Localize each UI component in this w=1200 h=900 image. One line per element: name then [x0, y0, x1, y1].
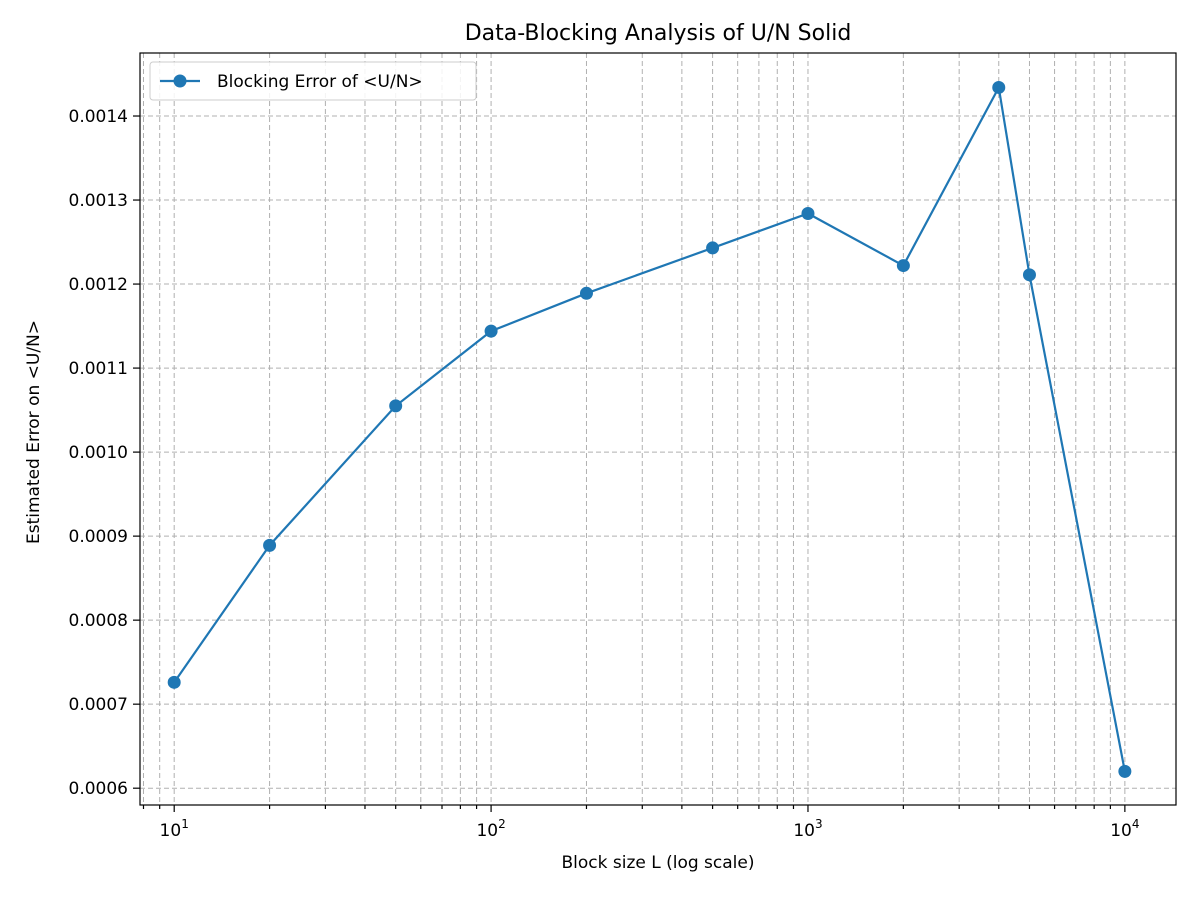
- y-tick-label: 0.0008: [69, 611, 128, 631]
- data-point: [484, 324, 498, 338]
- data-point: [896, 259, 910, 273]
- series-layer: [167, 80, 1132, 778]
- data-point: [1118, 764, 1132, 778]
- data-point: [706, 241, 720, 255]
- data-point: [389, 399, 403, 413]
- y-tick-label: 0.0007: [69, 695, 128, 715]
- y-tick-label: 0.0006: [69, 779, 128, 799]
- data-point: [992, 80, 1006, 94]
- legend-label: Blocking Error of <U/N>: [217, 72, 423, 92]
- y-tick-label: 0.0013: [69, 191, 128, 211]
- y-axis-label: Estimated Error on <U/N>: [24, 320, 44, 544]
- tick-layer: 101 102 103 104 0.0006 0.0007 0.0008 0.0009 0.00…: [69, 107, 1140, 841]
- chart-title: Data-Blocking Analysis of U/N Solid: [465, 21, 852, 46]
- x-tick-label: 101: [160, 817, 189, 841]
- y-tick-label: 0.0010: [69, 443, 128, 463]
- legend-marker-swatch: [173, 74, 187, 88]
- data-point: [263, 538, 277, 552]
- legend-box: [149, 61, 477, 101]
- x-axis-label: Block size L (log scale): [561, 853, 754, 873]
- x-tick-label: 103: [793, 817, 822, 841]
- data-point: [579, 286, 593, 300]
- y-tick-label: 0.0009: [69, 527, 128, 547]
- y-tick-label: 0.0012: [69, 275, 128, 295]
- legend: Blocking Error of <U/N>: [149, 61, 477, 101]
- y-tick-label: 0.0011: [69, 359, 128, 379]
- data-point: [167, 675, 181, 689]
- x-tick-label: 102: [476, 817, 505, 841]
- x-tick-label: 104: [1110, 817, 1139, 841]
- plot-frame: [139, 52, 1177, 806]
- y-tick-label: 0.0014: [69, 107, 128, 127]
- grid-lines: [140, 53, 1176, 805]
- data-point: [1022, 268, 1036, 282]
- data-point: [801, 206, 815, 220]
